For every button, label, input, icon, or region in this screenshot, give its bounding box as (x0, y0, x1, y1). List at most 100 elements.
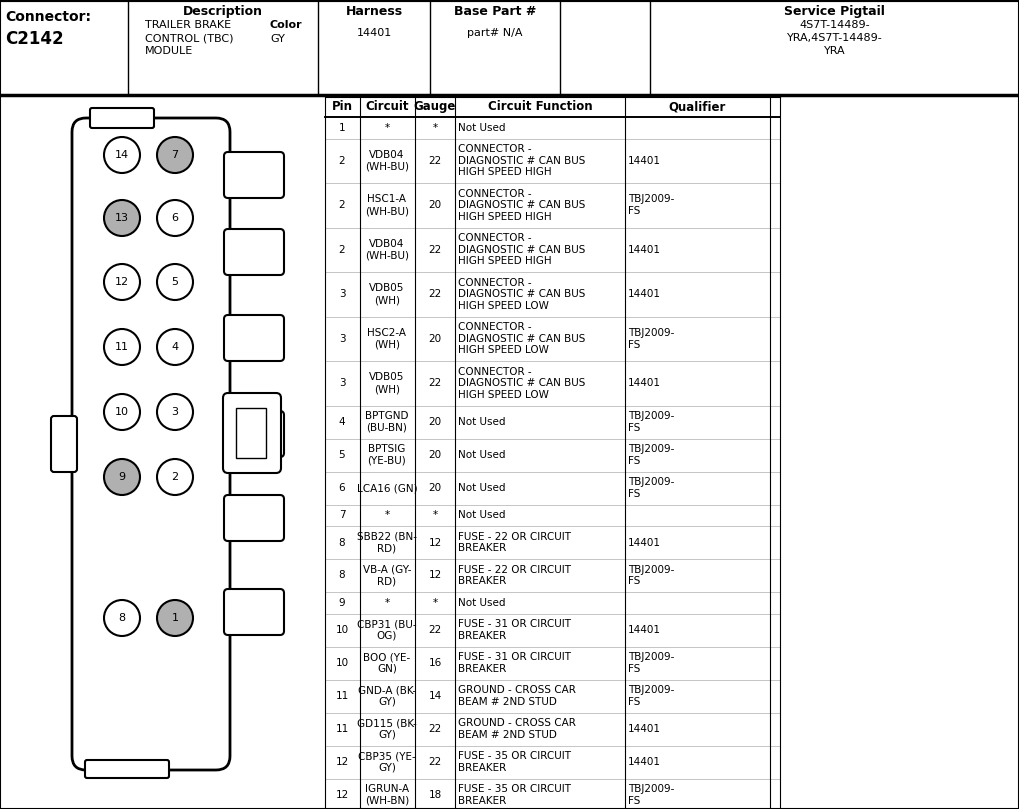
Text: VDB05
(WH): VDB05 (WH) (369, 372, 405, 394)
FancyBboxPatch shape (224, 495, 284, 541)
Text: *: * (384, 510, 389, 520)
Circle shape (104, 394, 140, 430)
Text: 3: 3 (338, 290, 345, 299)
FancyBboxPatch shape (85, 760, 169, 778)
Text: BPTGND
(BU-BN): BPTGND (BU-BN) (365, 411, 409, 433)
FancyBboxPatch shape (224, 315, 284, 361)
Text: 9: 9 (338, 598, 345, 608)
Text: part# N/A: part# N/A (468, 28, 523, 38)
Text: VDB04
(WH-BU): VDB04 (WH-BU) (365, 150, 409, 172)
Circle shape (104, 459, 140, 495)
Text: 9: 9 (118, 472, 125, 482)
Text: *: * (432, 510, 437, 520)
Text: 13: 13 (115, 213, 129, 223)
Text: CBP31 (BU-
OG): CBP31 (BU- OG) (358, 619, 417, 641)
Circle shape (104, 600, 140, 636)
Text: 22: 22 (428, 379, 441, 388)
Text: 12: 12 (335, 757, 348, 767)
Circle shape (104, 137, 140, 173)
Text: Not Used: Not Used (458, 510, 505, 520)
Text: CONNECTOR -
DIAGNOSTIC # CAN BUS
HIGH SPEED HIGH: CONNECTOR - DIAGNOSTIC # CAN BUS HIGH SP… (458, 188, 585, 222)
Text: 7: 7 (171, 150, 178, 160)
Text: FUSE - 35 OR CIRCUIT
BREAKER: FUSE - 35 OR CIRCUIT BREAKER (458, 784, 571, 806)
Text: Description: Description (183, 5, 263, 18)
Text: TBJ2009-
FS: TBJ2009- FS (628, 477, 675, 499)
Text: 14401: 14401 (628, 757, 661, 767)
Text: 2: 2 (338, 156, 345, 166)
Text: CONNECTOR -
DIAGNOSTIC # CAN BUS
HIGH SPEED LOW: CONNECTOR - DIAGNOSTIC # CAN BUS HIGH SP… (458, 322, 585, 355)
Text: HSC2-A
(WH): HSC2-A (WH) (368, 328, 407, 349)
Text: Connector:: Connector: (5, 10, 91, 24)
Text: HSC1-A
(WH-BU): HSC1-A (WH-BU) (365, 194, 409, 216)
Text: 2: 2 (338, 245, 345, 255)
Text: 12: 12 (428, 570, 441, 581)
Text: GND-A (BK-
GY): GND-A (BK- GY) (358, 685, 416, 707)
Text: *: * (432, 598, 437, 608)
Text: TBJ2009-
FS: TBJ2009- FS (628, 411, 675, 433)
Text: 14401: 14401 (628, 379, 661, 388)
Text: 2: 2 (338, 201, 345, 210)
Text: *: * (432, 123, 437, 133)
Text: CONTROL (TBC): CONTROL (TBC) (145, 33, 233, 43)
Text: BOO (YE-
GN): BOO (YE- GN) (364, 652, 411, 674)
Text: 10: 10 (335, 658, 348, 668)
Text: VB-A (GY-
RD): VB-A (GY- RD) (363, 565, 412, 587)
Text: 1: 1 (338, 123, 345, 133)
Text: TBJ2009-
FS: TBJ2009- FS (628, 784, 675, 806)
Circle shape (104, 329, 140, 365)
Text: FUSE - 22 OR CIRCUIT
BREAKER: FUSE - 22 OR CIRCUIT BREAKER (458, 532, 571, 553)
FancyBboxPatch shape (224, 411, 284, 457)
Text: 20: 20 (428, 483, 441, 493)
Text: 5: 5 (171, 277, 178, 287)
Text: IGRUN-A
(WH-BN): IGRUN-A (WH-BN) (365, 784, 409, 806)
Text: TRAILER BRAKE: TRAILER BRAKE (145, 20, 231, 30)
Text: C2142: C2142 (5, 30, 63, 48)
FancyBboxPatch shape (236, 408, 266, 458)
Text: 11: 11 (335, 724, 348, 734)
Text: 20: 20 (428, 417, 441, 427)
Text: TBJ2009-
FS: TBJ2009- FS (628, 652, 675, 674)
FancyBboxPatch shape (224, 229, 284, 275)
Text: 3: 3 (338, 334, 345, 344)
FancyBboxPatch shape (51, 416, 77, 472)
Text: 10: 10 (335, 625, 348, 635)
FancyBboxPatch shape (224, 152, 284, 198)
Text: 22: 22 (428, 724, 441, 734)
Text: FUSE - 31 OR CIRCUIT
BREAKER: FUSE - 31 OR CIRCUIT BREAKER (458, 619, 571, 641)
Text: 14401: 14401 (628, 625, 661, 635)
Text: GY: GY (270, 34, 285, 44)
Text: 14: 14 (428, 691, 441, 701)
Text: 11: 11 (115, 342, 129, 352)
Text: 22: 22 (428, 290, 441, 299)
Text: CONNECTOR -
DIAGNOSTIC # CAN BUS
HIGH SPEED HIGH: CONNECTOR - DIAGNOSTIC # CAN BUS HIGH SP… (458, 233, 585, 266)
Text: Not Used: Not Used (458, 417, 505, 427)
Text: Not Used: Not Used (458, 598, 505, 608)
Text: *: * (384, 598, 389, 608)
Text: 12: 12 (335, 790, 348, 800)
Text: 12: 12 (428, 537, 441, 548)
Circle shape (157, 459, 193, 495)
Circle shape (157, 137, 193, 173)
Text: 14401: 14401 (628, 290, 661, 299)
Text: 4: 4 (338, 417, 345, 427)
Text: 14401: 14401 (628, 537, 661, 548)
Text: 12: 12 (115, 277, 129, 287)
FancyBboxPatch shape (224, 589, 284, 635)
Text: 4S7T-14489-: 4S7T-14489- (799, 20, 870, 30)
Text: Not Used: Not Used (458, 483, 505, 493)
Text: Harness: Harness (345, 5, 403, 18)
Text: 16: 16 (428, 658, 441, 668)
Text: CONNECTOR -
DIAGNOSTIC # CAN BUS
HIGH SPEED LOW: CONNECTOR - DIAGNOSTIC # CAN BUS HIGH SP… (458, 277, 585, 311)
Text: 2: 2 (171, 472, 178, 482)
Text: YRA,4S7T-14489-: YRA,4S7T-14489- (787, 33, 882, 43)
FancyBboxPatch shape (223, 393, 281, 473)
Text: TBJ2009-
FS: TBJ2009- FS (628, 194, 675, 216)
Text: 14401: 14401 (628, 245, 661, 255)
Circle shape (104, 264, 140, 300)
FancyBboxPatch shape (72, 118, 230, 770)
Text: TBJ2009-
FS: TBJ2009- FS (628, 565, 675, 587)
Text: *: * (384, 123, 389, 133)
Text: Service Pigtail: Service Pigtail (784, 5, 884, 18)
Text: BPTSIG
(YE-BU): BPTSIG (YE-BU) (368, 444, 407, 466)
Text: VDB04
(WH-BU): VDB04 (WH-BU) (365, 239, 409, 260)
